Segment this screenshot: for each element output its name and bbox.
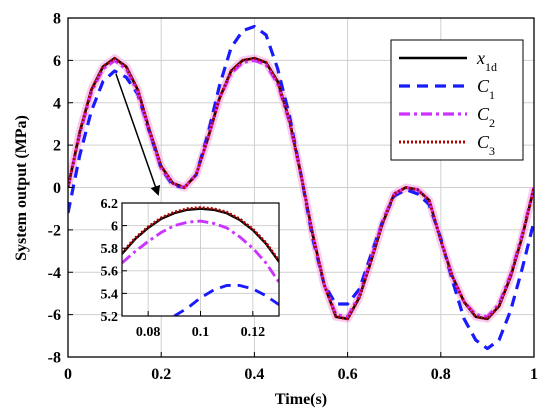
y-axis-title: System output (MPa) [13,115,30,261]
main-x-ticks: 0 0.2 0.4 0.6 0.8 1 [64,352,538,383]
main-y-tick-label: 8 [53,11,61,28]
inset-zoom-chart: 0.08 0.1 0.12 5.2 5.4 5.6 5.8 6 6.2 [101,197,280,340]
main-x-tick-label: 0.8 [431,366,451,383]
main-y-tick-label: 6 [53,53,61,70]
main-y-tick-label: -4 [48,265,61,282]
main-x-tick-label: 1 [530,366,538,383]
main-series-c2 [68,58,534,319]
inset-series-c3 [122,206,279,262]
inset-y-tick-label: 5.6 [101,265,119,280]
main-series-c1 [68,24,534,351]
inset-series-group [122,206,279,316]
legend-label-x1d: x1d [476,48,497,74]
main-y-ticks: -8 -6 -4 -2 0 2 4 6 8 [48,11,73,367]
main-x-tick-label: 0.4 [244,366,264,383]
x-axis-title: Time(s) [275,391,327,408]
main-y-tick-label: 2 [53,138,61,155]
main-series-c3 [68,56,534,321]
inset-y-tick-label: 5.8 [101,242,119,257]
main-y-tick-label: -2 [48,222,61,239]
main-x-tick-label: 0 [64,366,72,383]
main-x-tick-label: 0.2 [151,366,171,383]
legend-label-c3: C3 [477,132,495,158]
inset-series-c1 [173,284,279,316]
main-y-tick-label: 4 [53,95,61,112]
inset-x-tick-label: 0.08 [136,325,161,340]
main-series-group [68,24,534,351]
inset-y-tick-label: 5.4 [101,287,119,302]
inset-y-tick-label: 6 [111,220,118,235]
legend-box [390,39,524,161]
main-y-tick-label: -8 [48,350,61,367]
main-x-tick-label: 0.6 [338,366,358,383]
inset-series-c2 [122,219,279,283]
inset-y-tick-label: 6.2 [101,197,119,212]
inset-x-tick-label: 0.12 [241,325,266,340]
main-y-tick-label: -6 [48,307,61,324]
legend-label-c2: C2 [477,104,495,130]
inset-x-tick-label: 0.1 [192,325,210,340]
main-y-tick-label: 0 [53,180,61,197]
inset-x-ticks: 0.08 0.1 0.12 [136,311,265,340]
legend-label-c1: C1 [477,76,495,102]
inset-y-ticks: 5.2 5.4 5.6 5.8 6 6.2 [101,197,127,325]
inset-y-tick-label: 5.2 [101,310,119,325]
zoom-arrow [115,73,161,196]
